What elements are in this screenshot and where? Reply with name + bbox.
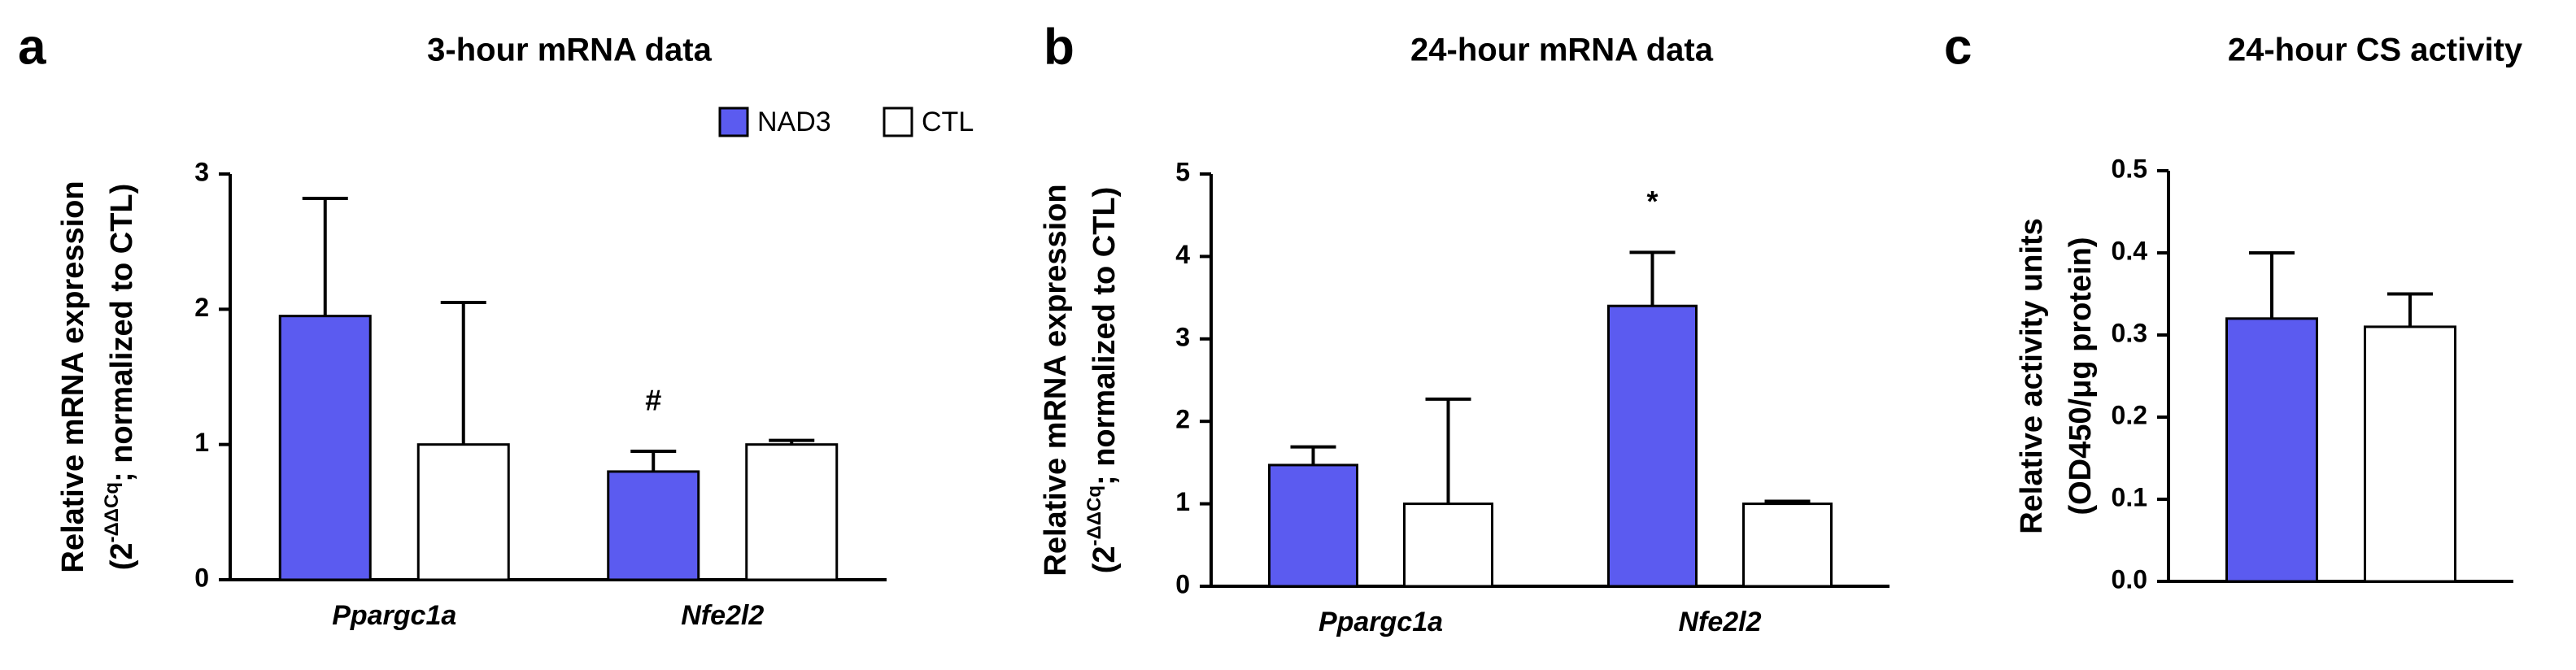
bar [1403,502,1493,588]
y-axis-label-part: ; normalized to CTL) [105,184,139,482]
bar [745,443,839,581]
legend-label: CTL [922,107,974,137]
annotation: * [1646,185,1658,218]
x-tick-label: Ppargc1a [332,600,456,631]
y-tick-label: 0.3 [2112,318,2147,347]
y-tick-label: 0.4 [2112,236,2148,265]
y-axis-label-part: ; normalized to CTL) [1087,187,1122,485]
legend-swatch [883,107,913,137]
bar [2364,325,2456,583]
y-axis-label: Relative mRNA expression [1039,184,1073,576]
bar [416,443,510,581]
x-tick-label: Nfe2l2 [681,600,764,631]
y-axis-label: Relative activity units [2015,218,2049,534]
chart-title: 3-hour mRNA data [427,33,712,68]
x-tick-label: Nfe2l2 [1678,607,1761,637]
annotation: # [645,383,661,416]
y-axis-label-part: -ΔΔCq [1083,485,1105,546]
panel-letter: b [1044,19,1074,75]
chart-title: 24-hour mRNA data [1410,33,1714,68]
chart-title: 24-hour CS activity [2228,33,2523,68]
y-tick-label: 0 [1175,569,1190,598]
y-axis-label-part: (2 [105,543,139,571]
y-tick-label: 0.2 [2112,400,2147,429]
y-axis-label: (OD450/μg protein) [2064,237,2098,515]
bar [1607,304,1698,588]
y-tick-label: 0.1 [2112,482,2147,511]
bar [2225,317,2318,583]
y-tick-label: 1 [194,428,209,457]
y-axis-label-part: (2 [1087,546,1122,574]
y-tick-label: 1 [1175,487,1190,516]
y-axis-label: (2-ΔΔCq; normalized to CTL) [101,184,139,571]
legend-swatch [718,107,749,137]
panel-letter: a [18,19,46,75]
y-tick-label: 2 [1175,405,1190,434]
bar [1742,502,1833,588]
y-tick-label: 0.0 [2112,564,2147,594]
y-axis-label: (2-ΔΔCq; normalized to CTL) [1083,187,1122,574]
y-tick-label: 5 [1175,157,1190,186]
panel-letter: c [1944,19,1972,75]
y-tick-label: 0.5 [2112,154,2147,183]
y-tick-label: 4 [1175,240,1190,269]
bar [278,315,372,581]
bar [1268,463,1358,588]
y-tick-label: 3 [194,157,209,186]
bar [607,470,700,581]
y-tick-label: 2 [194,293,209,322]
legend-label: NAD3 [757,107,831,137]
y-axis-label-part: -ΔΔCq [101,482,123,542]
x-tick-label: Ppargc1a [1319,607,1443,637]
y-tick-label: 3 [1175,322,1190,351]
y-tick-label: 0 [194,563,209,592]
y-axis-label: Relative mRNA expression [56,181,90,572]
